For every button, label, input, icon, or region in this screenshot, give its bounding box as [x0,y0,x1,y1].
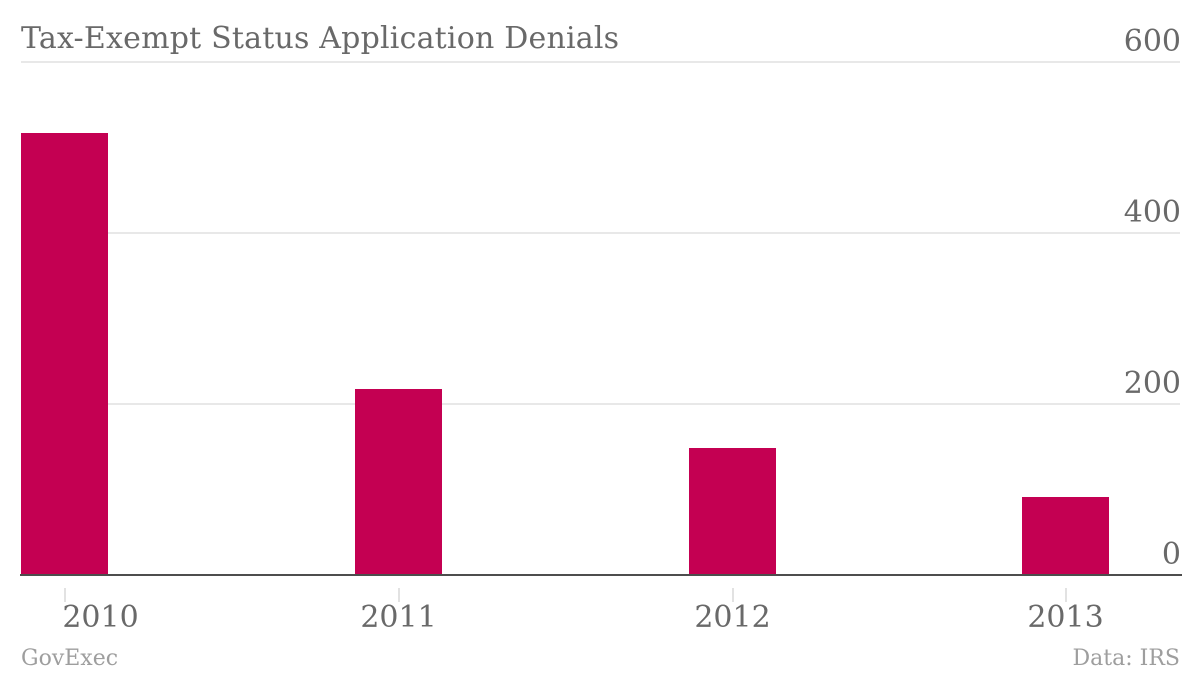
gridline-400 [21,232,1180,234]
x-tick-2012 [731,588,734,602]
x-tick-label-2012: 2012 [694,600,771,635]
bar-2012 [689,447,776,575]
x-axis-line [20,574,1182,576]
bar-2013 [1022,497,1109,575]
source-label: Data: IRS [1072,646,1180,671]
x-tick-2011 [397,588,400,602]
x-tick-label-2013: 2013 [1027,600,1104,635]
y-tick-label-0: 0 [1161,537,1181,572]
bar-2010 [21,132,108,575]
x-tick-2010 [63,588,66,602]
x-tick-label-2010: 2010 [62,600,139,635]
y-tick-label-400: 400 [1123,195,1181,230]
y-tick-label-200: 200 [1123,366,1181,401]
credit-label: GovExec [21,646,119,671]
gridline-600 [21,61,1180,63]
chart-title: Tax-Exempt Status Application Denials [21,21,620,56]
x-tick-label-2011: 2011 [360,600,437,635]
gridline-200 [21,403,1180,405]
x-tick-2013 [1064,588,1067,602]
y-tick-label-600: 600 [1123,24,1181,59]
bar-2011 [355,389,442,575]
